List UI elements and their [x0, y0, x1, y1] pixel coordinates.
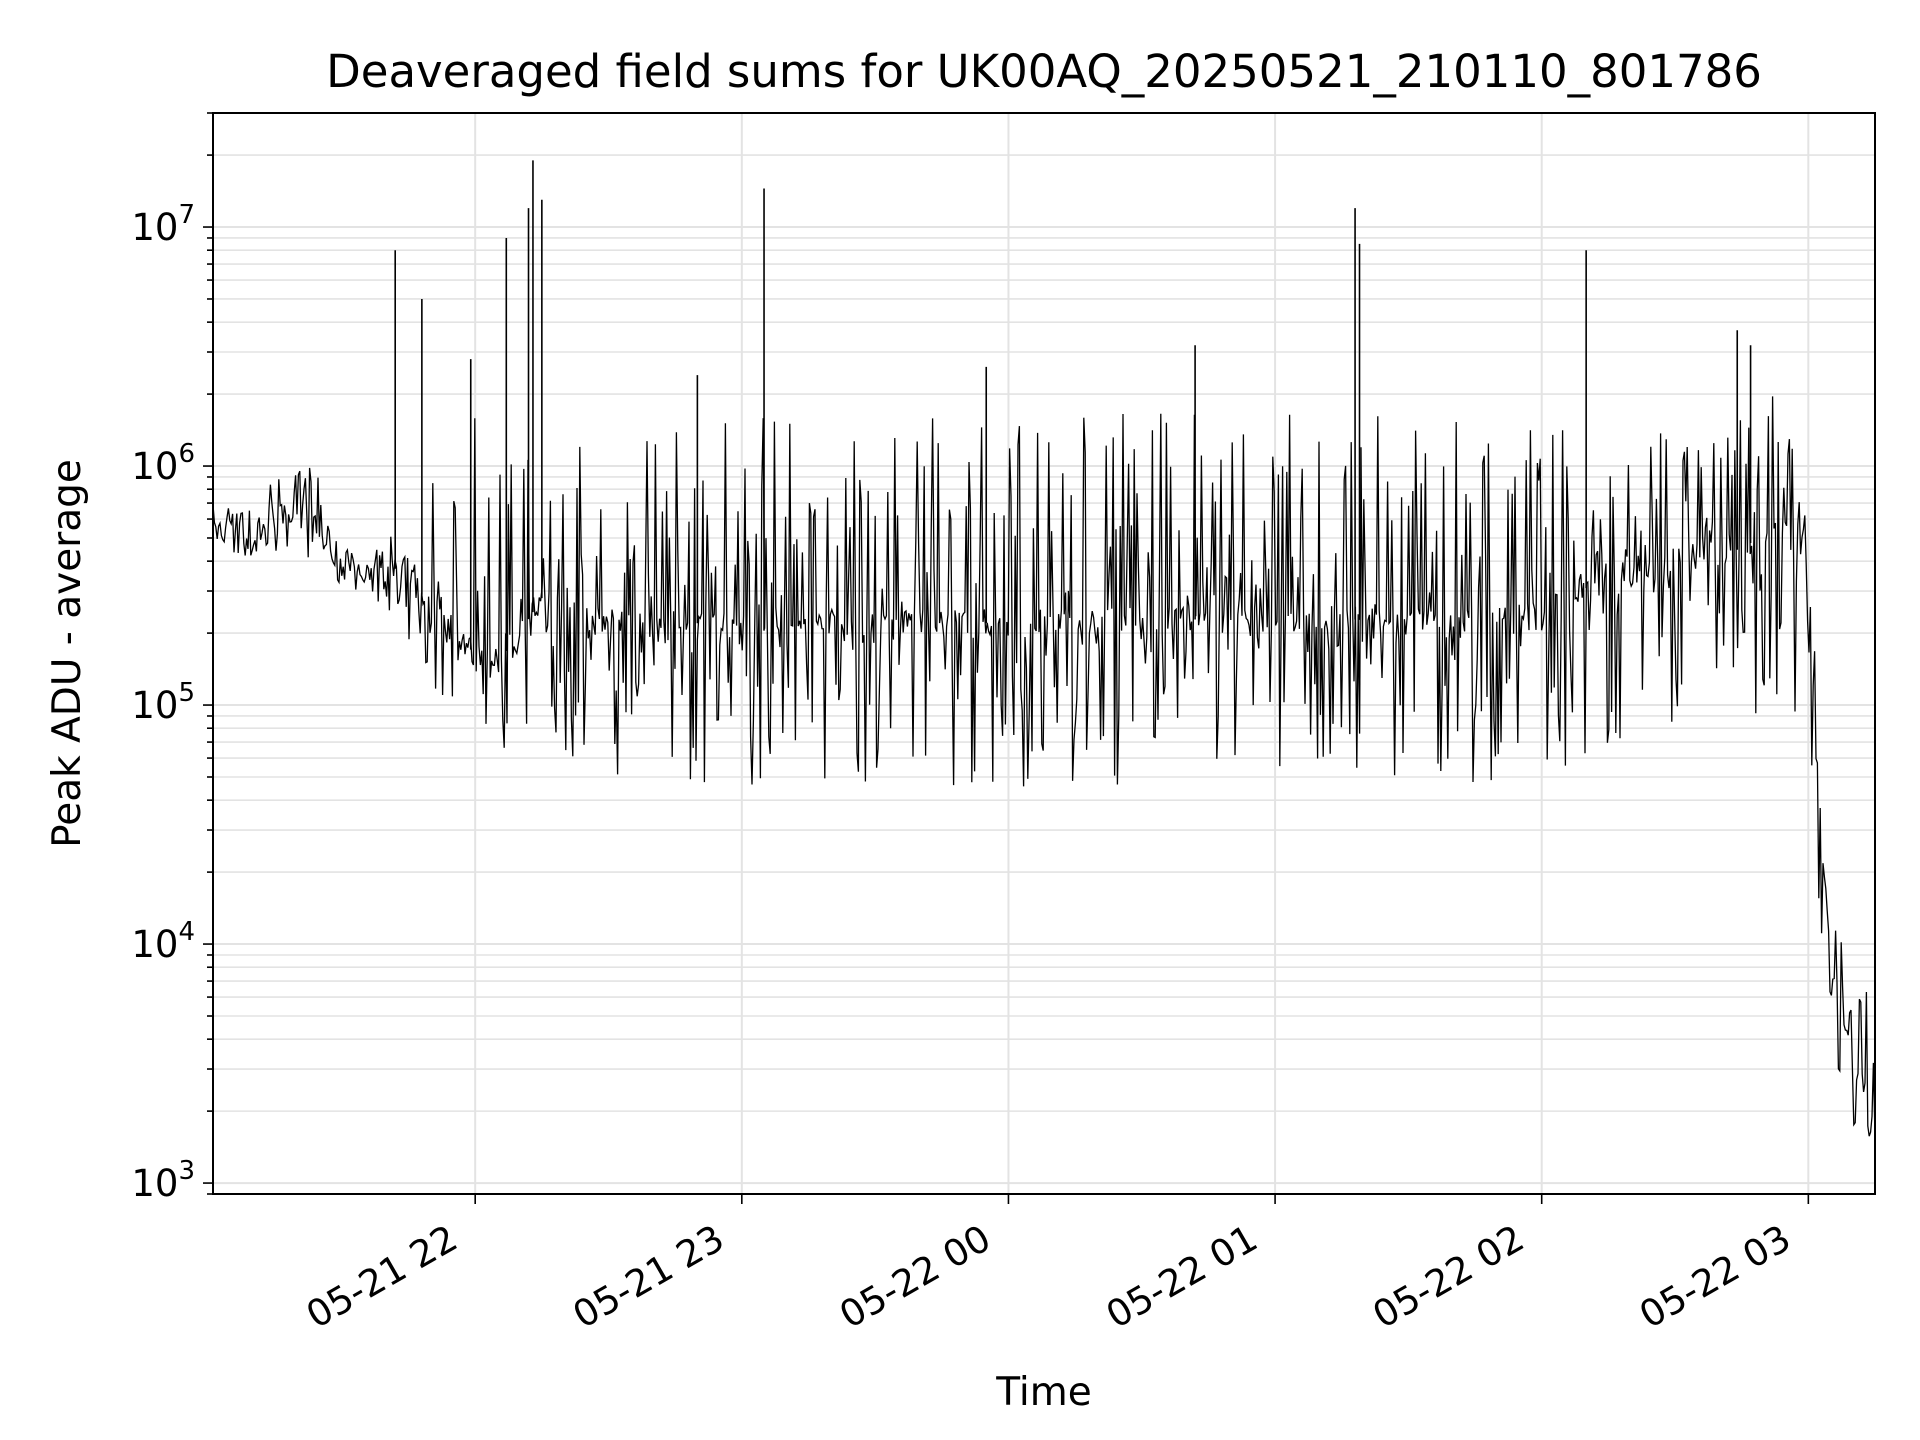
x-tick-label: 05-22 02	[1366, 1217, 1532, 1337]
data-series-line	[212, 396, 1876, 1137]
x-tick-label: 05-22 03	[1632, 1217, 1798, 1337]
ticks: 05-21 22 05-21 23 05-22 00 05-22 01 05-22 02…	[131, 112, 1810, 1337]
y-tick-label: 103	[131, 1156, 195, 1205]
plot-area	[212, 160, 1876, 1137]
y-axis-label: Peak ADU - average	[45, 459, 90, 848]
x-tick-label: 05-22 01	[1099, 1217, 1265, 1337]
x-tick-label: 05-22 00	[832, 1217, 998, 1337]
x-tick-label: 05-21 23	[566, 1217, 732, 1337]
y-tick-label: 107	[131, 200, 195, 249]
x-axis-label: Time	[995, 1370, 1091, 1415]
y-tick-label: 106	[131, 439, 195, 488]
y-tick-label: 105	[131, 678, 195, 727]
chart-title: Deaveraged field sums for UK00AQ_2025052…	[326, 45, 1762, 98]
axes-frame	[212, 112, 1876, 1195]
x-tick-label: 05-21 22	[299, 1217, 465, 1337]
y-tick-label: 104	[131, 917, 195, 966]
